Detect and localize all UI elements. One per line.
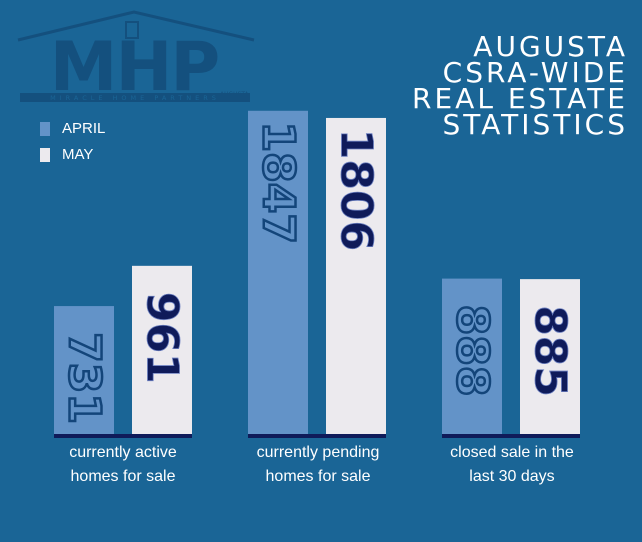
value-label-april-active: 731	[59, 332, 110, 424]
legend-item-april: APRIL	[40, 120, 105, 137]
value-label-april-closed: 888	[447, 305, 498, 397]
bar-may-closed	[520, 279, 580, 434]
logo-roof-icon	[17, 10, 255, 42]
logo-tagline: MIRACLE HOME PARTNERS	[50, 94, 220, 102]
legend-item-may: MAY	[40, 146, 93, 163]
category-label-pending-line-1: currently pending	[256, 444, 380, 461]
value-label-may-active: 961	[137, 292, 188, 384]
category-label-closed-line-2: last 30 days	[469, 468, 555, 485]
bar-april-pending	[248, 110, 308, 435]
legend-label-april: APRIL	[62, 120, 106, 137]
title-line-1: AUGUSTA	[473, 30, 628, 63]
category-label-active-line-2: homes for sale	[70, 468, 176, 485]
category-label-pending: currently pending homes for sale	[228, 441, 408, 489]
title-line-3: REAL ESTATE	[412, 82, 628, 115]
category-label-closed: closed sale in the last 30 days	[422, 441, 602, 489]
legend-swatch-april	[40, 121, 50, 136]
baseline-active	[54, 434, 192, 438]
legend-label-may: MAY	[62, 146, 94, 163]
category-label-pending-line-2: homes for sale	[265, 468, 371, 485]
value-label-may-pending: 1806	[331, 129, 382, 251]
bar-april-active	[54, 306, 114, 434]
bar-may-pending	[326, 117, 386, 434]
logo-letters: MHP	[50, 28, 219, 102]
bar-may-active	[132, 265, 192, 434]
mhp-logo: MHP AUGUSTA MIRACLE HOME PARTNERS	[17, 10, 255, 102]
baseline-closed	[442, 434, 580, 438]
logo-tagline-bar	[20, 93, 250, 102]
legend-swatch-may	[40, 147, 50, 162]
bar-april-closed	[442, 278, 502, 434]
logo-window-icon	[125, 21, 139, 39]
title-line-4: STATISTICS	[442, 108, 628, 141]
category-label-closed-line-1: closed sale in the	[450, 444, 574, 461]
title-line-2: CSRA-WIDE	[442, 56, 628, 89]
value-label-april-pending: 1847	[253, 122, 304, 244]
baseline-pending	[248, 434, 386, 438]
category-label-active-line-1: currently active	[69, 444, 177, 461]
category-label-active: currently active homes for sale	[33, 441, 213, 489]
value-label-may-closed: 885	[525, 305, 576, 397]
